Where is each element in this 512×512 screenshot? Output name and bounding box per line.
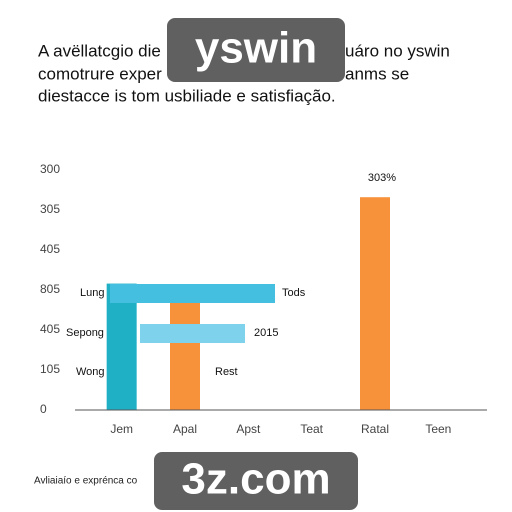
intro-line: diestacce is tom usbiliade e satisfiação… [38,86,336,105]
x-tick-label: Jem [110,422,133,436]
intro-line: anms se [345,64,409,83]
annotation: 2015 [254,327,278,339]
footer: Avliaiaío e exprénca co [34,476,138,487]
x-tick-label: Apst [236,422,261,436]
y-tick-label: 305 [40,202,60,216]
annotation: Rest [215,366,238,378]
intro-line: A avëllatcgio die [38,41,161,60]
y-tick-label: 300 [40,162,60,176]
intro-line: comotrure exper [38,64,162,83]
labels: 0 105 405 805 405 305 300 Jem Apal Apst Teat Ratal T… [40,162,451,436]
y-tick-label: 405 [40,242,60,256]
x-tick-label: Ratal [361,422,389,436]
intro-line: uáro no yswin [345,41,450,60]
annotation: Wong [76,366,105,378]
watermark: 3z.com [181,455,330,504]
annotation: Sepong [66,327,104,339]
annotation: 303% [368,172,396,184]
y-tick-label: 105 [40,362,60,376]
watermark-box [167,18,345,82]
annotation: Lung [80,287,104,299]
y-tick-label: 405 [40,322,60,336]
x-tick-label: Teen [425,422,451,436]
x-tick-label: Apal [173,422,197,436]
y-tick-label: 805 [40,282,60,296]
overlay-bar [110,284,275,303]
overlay-bar [140,324,245,343]
annotation: Tods [282,287,306,299]
watermark: yswin [195,24,317,73]
watermark-box [154,452,358,510]
bar [106,283,137,410]
bar [170,302,200,410]
bar [360,197,390,410]
bars [106,197,390,410]
y-tick-label: 0 [40,402,47,416]
x-tick-label: Teat [300,422,323,436]
